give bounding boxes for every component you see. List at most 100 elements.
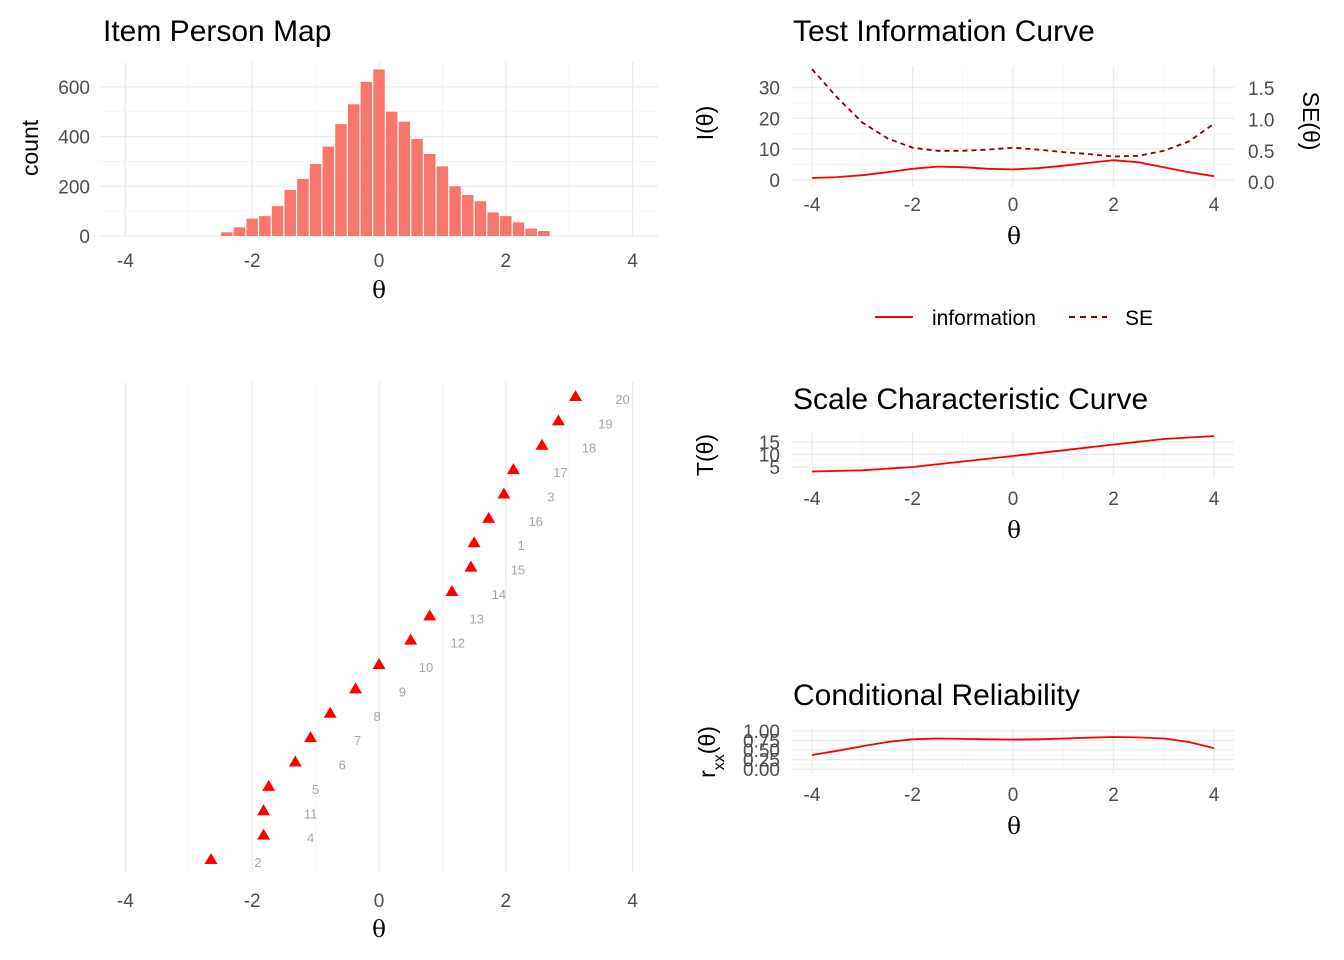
item-map-x-tick-label: -2 (244, 891, 261, 912)
tic-x-tick-label: -4 (804, 195, 821, 216)
scc-y-axis-label: T(θ) (692, 434, 718, 476)
histogram-x-tick-label: 4 (627, 251, 638, 272)
histogram-y-tick-label: 400 (58, 128, 90, 149)
cr-y-axis-label: rxx(θ) (694, 726, 728, 778)
item-label: 19 (598, 416, 612, 431)
tic-right-y-tick-label: 0.5 (1248, 142, 1274, 163)
item-person-map-title: Item Person Map (103, 15, 331, 48)
histogram-bar (398, 121, 411, 236)
tic-x-tick-label: 0 (1008, 195, 1019, 216)
tic-legend: information SE (875, 307, 1153, 330)
histogram-bar (271, 206, 284, 236)
tic-right-y-axis-label: SE(θ) (1298, 92, 1324, 151)
scale-characteristic-panel: Scale Characteristic Curve -4 -2 0 2 451015 … (692, 383, 1234, 544)
item-marker (372, 658, 386, 670)
tic-right-y-tick-label: 1.5 (1248, 79, 1274, 100)
item-label: 5 (312, 782, 319, 797)
histogram-bar (462, 194, 474, 236)
tic-SE-line (811, 68, 1215, 158)
histogram-x-tick-label: 2 (501, 251, 512, 272)
tic-right-y-tick-label: 1.0 (1248, 110, 1274, 131)
histogram-bar (309, 163, 322, 236)
scc-y-tick-label: 5 (769, 458, 780, 479)
item-marker (506, 463, 520, 475)
item-marker (497, 487, 511, 499)
item-map-x-tick-label: 4 (627, 891, 638, 912)
item-label: 13 (469, 611, 483, 626)
item-label: 3 (547, 489, 554, 504)
item-person-map-panel: Item Person Map -4 -2 0 2 4 0 200 400 600 θ coun… (17, 15, 658, 304)
item-label: 15 (511, 563, 525, 578)
histogram-bar (538, 231, 550, 236)
item-marker (262, 779, 276, 791)
item-marker (445, 584, 459, 596)
item-marker (304, 731, 318, 743)
tic-x-tick-label: 4 (1209, 195, 1220, 216)
tic-x-tick-label: -2 (904, 195, 921, 216)
item-marker (204, 853, 218, 864)
item-marker (404, 633, 418, 645)
item-marker (569, 390, 583, 401)
histogram-bar (373, 69, 385, 236)
item-label: 11 (304, 806, 318, 821)
item-marker (482, 511, 496, 523)
scc-x-tick-label: 0 (1008, 489, 1019, 510)
test-information-title: Test Information Curve (793, 15, 1095, 48)
item-label: 12 (450, 636, 464, 651)
histogram-x-tick-label: 0 (374, 251, 385, 272)
histogram-x-tick-label: -2 (244, 251, 261, 272)
histogram-bar (221, 232, 233, 236)
histogram-x-axis-label: θ (372, 278, 386, 304)
item-marker (535, 438, 549, 450)
histogram-bar (449, 186, 461, 236)
cr-x-tick-label: -4 (804, 785, 821, 806)
item-label: 1 (517, 538, 524, 553)
histogram-y-tick-label: 600 (58, 78, 90, 99)
item-marker (323, 706, 337, 718)
cr-curve-line (811, 736, 1215, 756)
histogram-bar (360, 81, 373, 236)
histogram-bar (411, 139, 423, 236)
item-marker (464, 560, 478, 572)
cr-x-tick-label: 4 (1209, 785, 1220, 806)
item-label: 14 (492, 587, 506, 602)
tic-right-y-tick-label: 0.0 (1248, 173, 1274, 194)
conditional-reliability-title: Conditional Reliability (793, 679, 1080, 712)
cr-y-tick-label: 0.75 (743, 731, 780, 752)
scc-x-axis-label: θ (1007, 518, 1021, 544)
item-label: 2 (254, 855, 261, 870)
cr-x-tick-label: 2 (1108, 785, 1119, 806)
histogram-bar (297, 178, 309, 236)
item-label: 16 (528, 514, 542, 529)
histogram-bar (335, 124, 347, 236)
tic-y-tick-label: 30 (759, 79, 780, 100)
histogram-bar (284, 190, 296, 236)
item-marker (257, 828, 271, 840)
histogram-y-axis-label: count (17, 119, 43, 176)
histogram-bar (436, 166, 449, 236)
histogram-bar (259, 216, 271, 236)
histogram-y-tick-label: 0 (79, 227, 90, 248)
item-marker (257, 804, 271, 816)
histogram-y-tick-label: 200 (58, 177, 90, 198)
item-marker (349, 682, 363, 694)
scc-y-tick-label: 10 (759, 446, 780, 467)
histogram-bar (246, 218, 258, 236)
histogram-bar (487, 212, 499, 236)
scc-x-tick-label: 4 (1209, 489, 1220, 510)
item-map-x-tick-label: 2 (501, 891, 512, 912)
tic-information-line (811, 159, 1215, 179)
item-label: 8 (374, 709, 381, 724)
histogram-x-tick-label: -4 (117, 251, 134, 272)
histogram-bar (474, 201, 487, 236)
legend-information-label: information (932, 307, 1036, 330)
item-label: 6 (339, 758, 346, 773)
legend-se-label: SE (1125, 307, 1153, 330)
item-marker (551, 414, 565, 426)
histogram-bar (233, 227, 246, 236)
scc-y-tick-label: 15 (759, 433, 780, 454)
scc-curve-line (811, 435, 1215, 473)
scale-characteristic-title: Scale Characteristic Curve (793, 383, 1148, 416)
